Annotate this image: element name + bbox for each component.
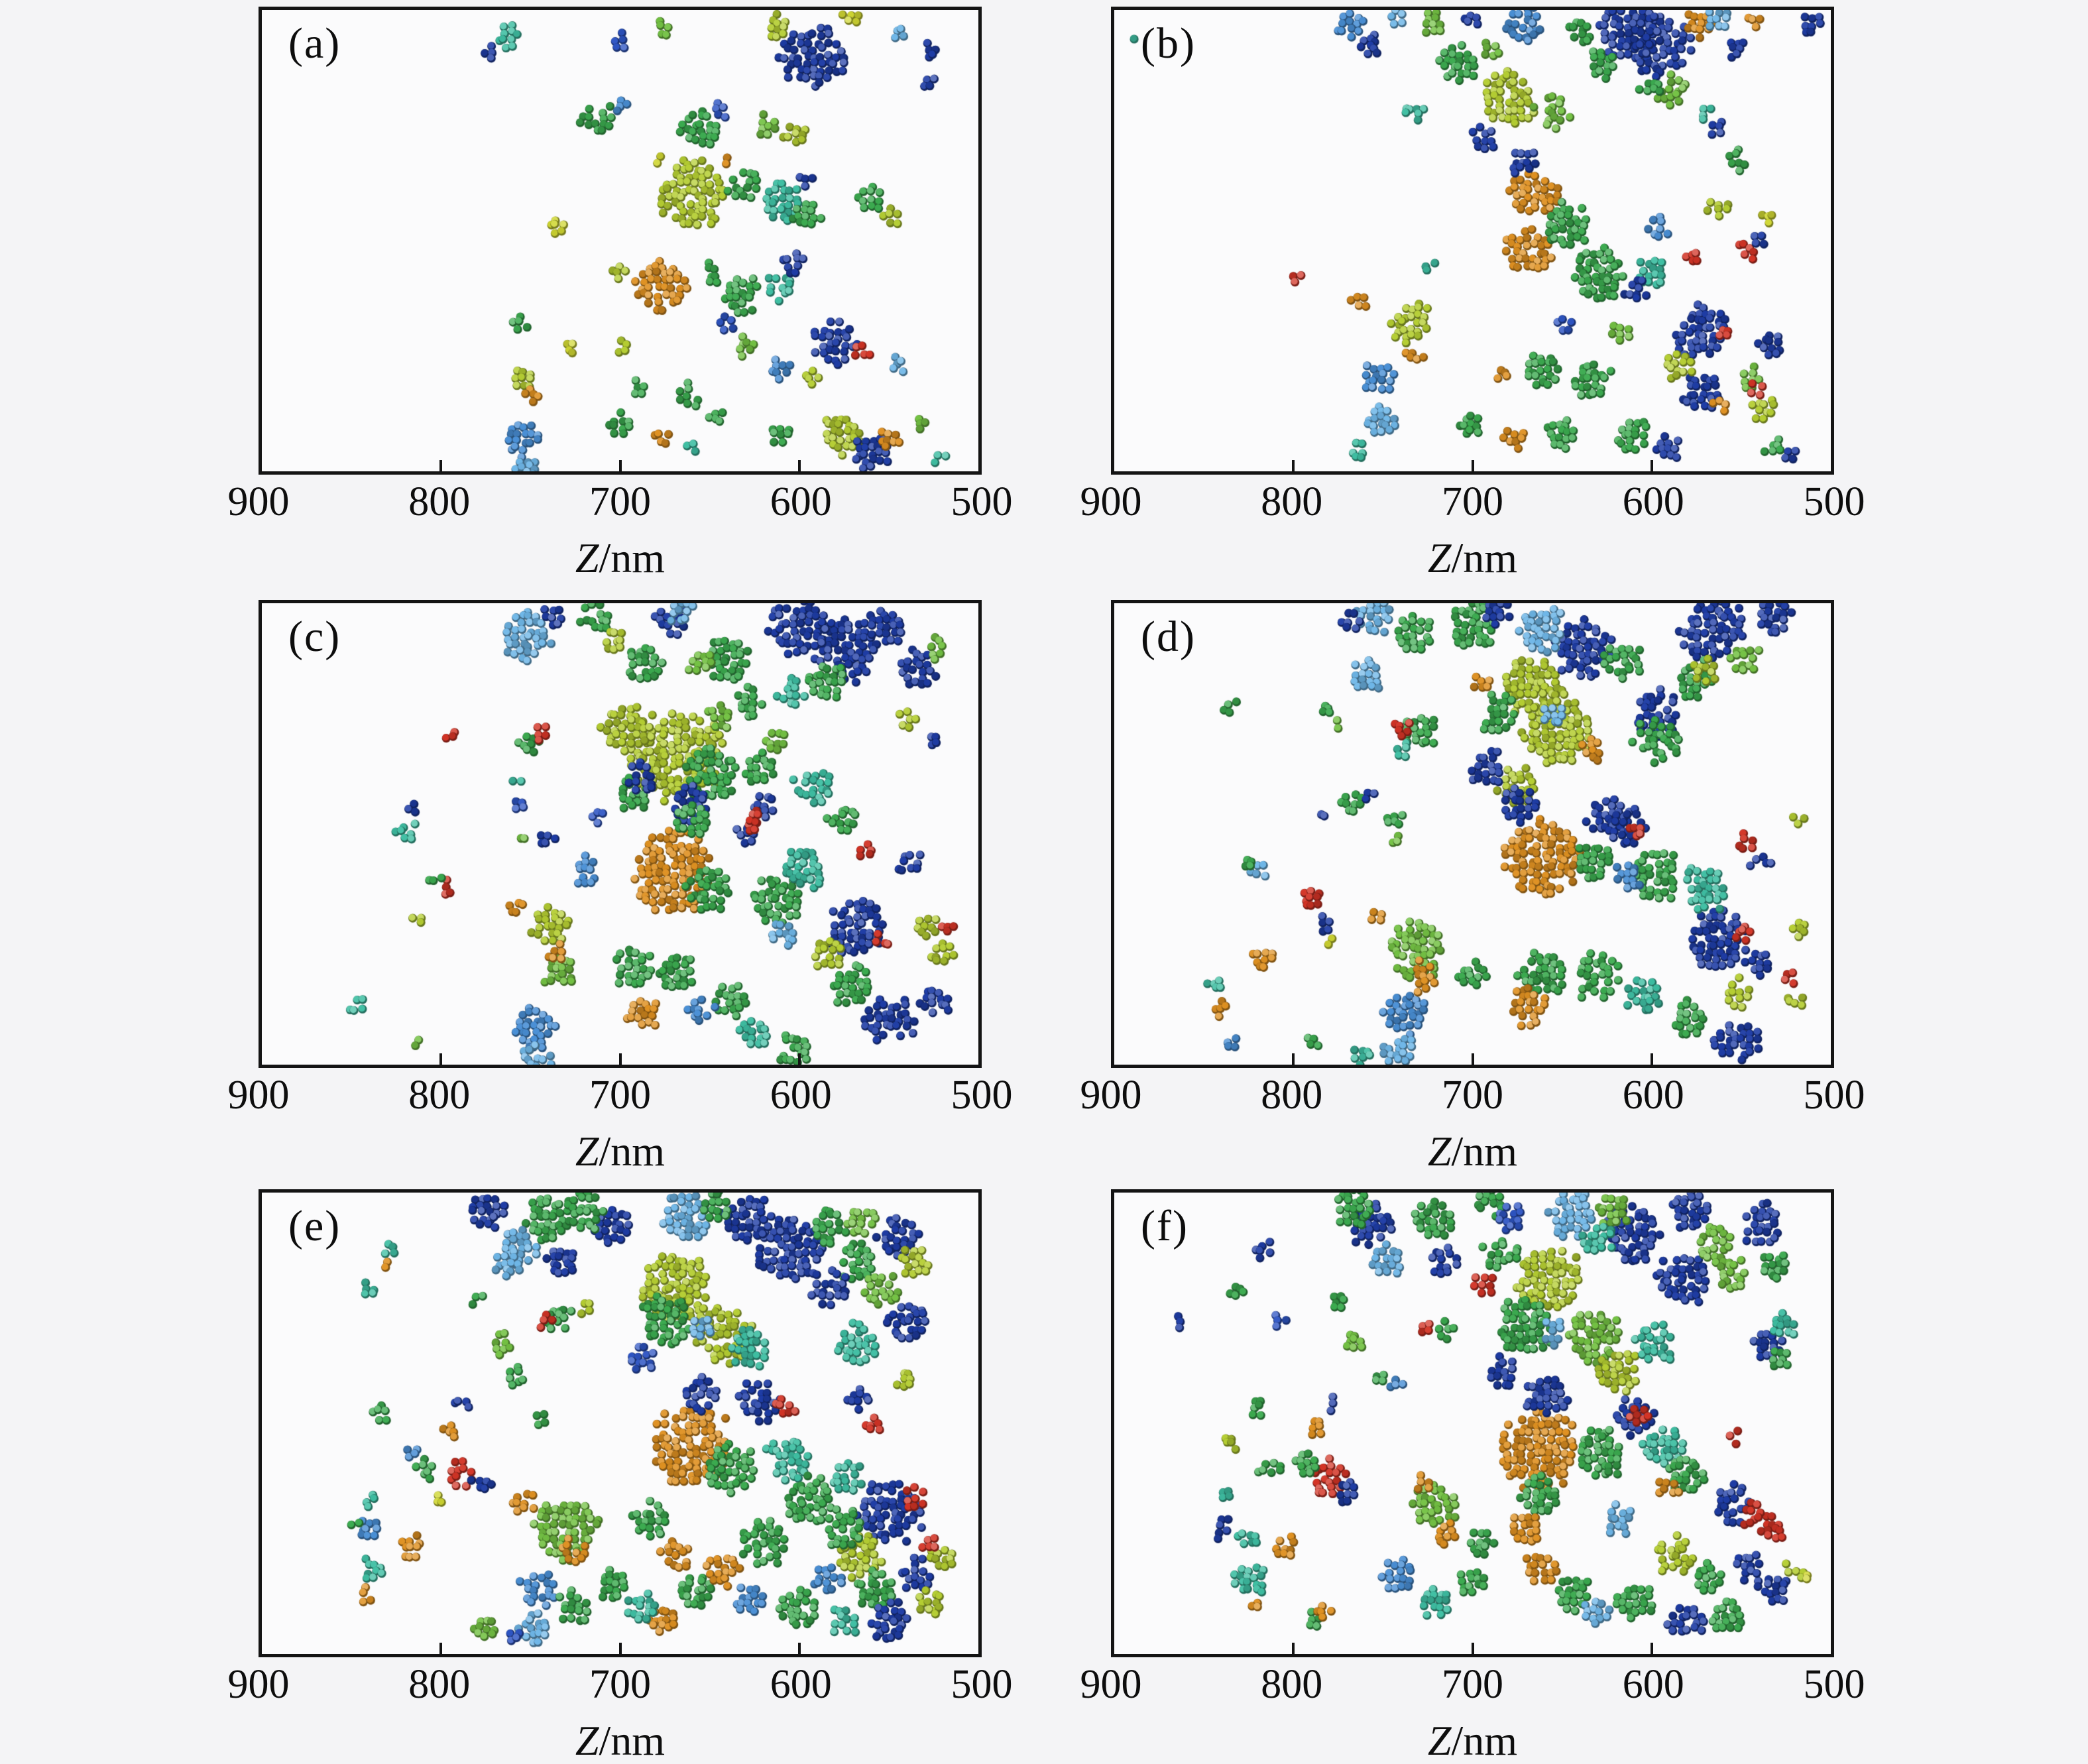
x-tick-label: 700 xyxy=(1442,1662,1503,1707)
x-axis-title: Z/nm xyxy=(575,534,666,581)
x-tick-label: 800 xyxy=(1261,1073,1323,1118)
panel-a-label: (a) xyxy=(288,19,341,68)
x-tick-mark xyxy=(797,1643,801,1654)
x-tick-label: 600 xyxy=(1622,1662,1684,1707)
x-tick-mark xyxy=(1650,460,1653,471)
x-tick-mark xyxy=(1292,1643,1295,1654)
x-tick-label: 600 xyxy=(770,1662,832,1707)
x-axis-title: Z/nm xyxy=(1427,1717,1518,1764)
x-tick-label: 500 xyxy=(951,1662,1013,1707)
panel-c: (c) 900 800 700 600 500 Z/nm xyxy=(228,600,1013,1175)
x-axis-tick-labels: 900 800 700 600 500 xyxy=(1080,1073,1865,1126)
panel-d-particles xyxy=(1114,603,1831,1065)
x-tick-label: 800 xyxy=(408,479,471,524)
panel-a: (a) 900 800 700 600 500 Z/nm xyxy=(228,7,1013,581)
x-axis-tick-labels: 900 800 700 600 500 xyxy=(228,479,1013,533)
panel-b-label: (b) xyxy=(1141,19,1196,68)
x-axis-tick-labels: 900 800 700 600 500 xyxy=(1080,1662,1865,1716)
x-tick-mark xyxy=(1471,1053,1474,1065)
x-tick-label: 500 xyxy=(1803,1073,1865,1118)
x-tick-mark xyxy=(618,1053,622,1065)
x-tick-mark xyxy=(439,1643,443,1654)
x-tick-mark xyxy=(1471,1643,1474,1654)
x-tick-label: 800 xyxy=(408,1073,471,1118)
panel-b: (b) 900 800 700 600 500 Z/nm xyxy=(1080,7,1865,581)
x-tick-mark xyxy=(1650,1643,1653,1654)
x-tick-mark xyxy=(439,1053,443,1065)
x-axis-title: Z/nm xyxy=(1427,1128,1518,1175)
x-axis-tick-labels: 900 800 700 600 500 xyxy=(1080,479,1865,533)
x-axis-tick-labels: 900 800 700 600 500 xyxy=(228,1662,1013,1716)
x-axis-tick-labels: 900 800 700 600 500 xyxy=(228,1073,1013,1126)
panel-d: (d) 900 800 700 600 500 Z/nm xyxy=(1080,600,1865,1175)
x-tick-mark xyxy=(1471,460,1474,471)
panel-c-plot: (c) xyxy=(259,600,982,1068)
panel-f-particles xyxy=(1114,1193,1831,1654)
panel-d-plot: (d) xyxy=(1111,600,1834,1068)
panel-e-plot: (e) xyxy=(259,1189,982,1657)
x-tick-mark xyxy=(439,460,443,471)
x-tick-label: 500 xyxy=(951,1073,1013,1118)
x-axis-title: Z/nm xyxy=(575,1128,666,1175)
panel-b-particles xyxy=(1114,10,1831,471)
panel-f-label: (f) xyxy=(1141,1202,1189,1250)
panel-e: (e) 900 800 700 600 500 Z/nm xyxy=(228,1189,1013,1764)
x-tick-label: 500 xyxy=(1803,479,1865,524)
x-tick-label: 700 xyxy=(1442,1073,1503,1118)
panel-e-particles xyxy=(262,1193,978,1654)
x-tick-mark xyxy=(1292,460,1295,471)
x-tick-label: 800 xyxy=(408,1662,471,1707)
x-tick-label: 500 xyxy=(1803,1662,1865,1707)
x-tick-label: 600 xyxy=(1622,1073,1684,1118)
x-tick-label: 600 xyxy=(770,1073,832,1118)
x-axis-title: Z/nm xyxy=(575,1717,666,1764)
panel-a-particles xyxy=(262,10,978,471)
panel-c-particles xyxy=(262,603,978,1065)
x-tick-label: 900 xyxy=(227,1073,290,1118)
x-tick-label: 600 xyxy=(770,479,832,524)
panel-e-label: (e) xyxy=(288,1202,341,1250)
x-tick-label: 800 xyxy=(1261,1662,1323,1707)
x-tick-mark xyxy=(618,1643,622,1654)
panel-d-label: (d) xyxy=(1141,613,1196,661)
panel-a-plot: (a) xyxy=(259,7,982,475)
x-tick-label: 800 xyxy=(1261,479,1323,524)
x-tick-mark xyxy=(1650,1053,1653,1065)
x-tick-mark xyxy=(1292,1053,1295,1065)
x-tick-label: 900 xyxy=(227,479,290,524)
x-tick-mark xyxy=(618,460,622,471)
panel-b-plot: (b) xyxy=(1111,7,1834,475)
x-tick-label: 900 xyxy=(1080,1073,1142,1118)
x-tick-label: 700 xyxy=(589,479,651,524)
x-tick-label: 500 xyxy=(951,479,1013,524)
x-tick-mark xyxy=(797,1053,801,1065)
panel-c-label: (c) xyxy=(288,613,341,661)
x-tick-mark xyxy=(797,460,801,471)
x-axis-title: Z/nm xyxy=(1427,534,1518,581)
x-tick-label: 600 xyxy=(1622,479,1684,524)
x-tick-label: 900 xyxy=(1080,1662,1142,1707)
x-tick-label: 700 xyxy=(1442,479,1503,524)
panel-f: (f) 900 800 700 600 500 Z/nm xyxy=(1080,1189,1865,1764)
x-tick-label: 900 xyxy=(1080,479,1142,524)
x-tick-label: 700 xyxy=(589,1662,651,1707)
panel-f-plot: (f) xyxy=(1111,1189,1834,1657)
x-tick-label: 700 xyxy=(589,1073,651,1118)
x-tick-label: 900 xyxy=(227,1662,290,1707)
